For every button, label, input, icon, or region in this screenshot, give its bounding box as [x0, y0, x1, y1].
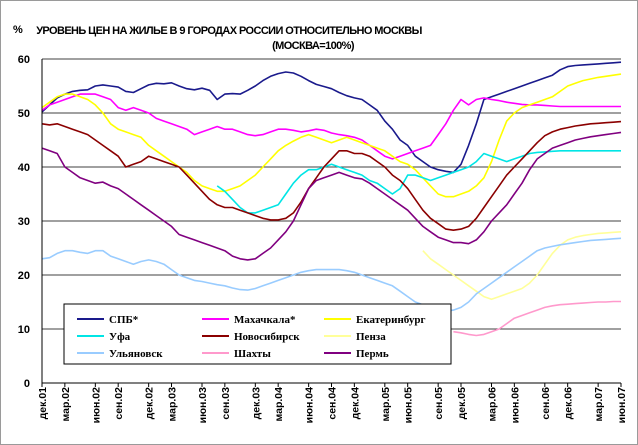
x-tick-label: дек.03 [250, 387, 262, 420]
x-tick-label: сен.06 [540, 387, 552, 420]
legend-label-2: Екатеринбург [356, 314, 426, 326]
x-tick-label: мар.07 [593, 387, 605, 422]
y-tick-label: 50 [18, 108, 30, 120]
x-tick-label: мар.04 [273, 387, 285, 422]
x-tick-label: дек.06 [563, 387, 575, 420]
legend-label-6: Ульяновск [109, 348, 163, 360]
legend-label-5: Пенза [356, 331, 386, 343]
x-tick-label: дек.02 [144, 387, 156, 420]
x-tick-label: июн.07 [616, 387, 628, 424]
x-tick-label: июн.03 [197, 387, 209, 424]
legend-label-8: Пермь [356, 348, 389, 360]
series-line-0 [41, 61, 622, 174]
x-tick-label: июн.02 [90, 387, 102, 424]
x-tick-label: сен.03 [220, 387, 232, 420]
y-tick-label: 20 [18, 270, 30, 282]
x-tick-label: мар.06 [486, 387, 498, 422]
x-tick-label: сен.05 [433, 387, 445, 420]
x-tick-label: июн.04 [304, 387, 316, 424]
x-tick-label: дек.05 [456, 387, 468, 420]
legend-label-1: Махачкала* [234, 314, 296, 326]
series-line-8 [41, 131, 622, 261]
x-tick-label: июн.06 [509, 387, 521, 424]
series-line-2 [41, 73, 622, 198]
y-tick-label: 0 [24, 378, 30, 390]
legend-label-4: Новосибирск [234, 331, 300, 343]
y-tick-label: 40 [18, 162, 30, 174]
series-line-5 [422, 231, 622, 301]
series-line-6 [41, 237, 622, 312]
series-line-4 [41, 120, 622, 231]
x-tick-label: мар.05 [380, 387, 392, 422]
legend-label-7: Шахты [234, 348, 271, 360]
legend-label-3: Уфа [109, 331, 131, 343]
chart-title: УРОВЕНЬ ЦЕН НА ЖИЛЬЕ В 9 ГОРОДАХ РОССИИ … [36, 25, 422, 37]
x-tick-label: мар.03 [167, 387, 179, 422]
chart-subtitle: (МОСКВА=100%) [272, 40, 355, 52]
legend-box [63, 303, 452, 365]
y-tick-label: 30 [18, 216, 30, 228]
x-tick-label: сен.02 [113, 387, 125, 420]
series-line-3 [216, 150, 621, 214]
y-axis-label: % [13, 24, 23, 36]
series-line-1 [41, 93, 621, 160]
legend-label-0: СПБ* [109, 314, 139, 326]
x-tick-label: сен.04 [327, 387, 339, 420]
x-tick-label: мар.02 [60, 387, 72, 422]
x-tick-label: дек.04 [349, 387, 361, 420]
x-tick-label: июн.05 [403, 387, 415, 424]
y-tick-label: 60 [18, 54, 30, 66]
x-tick-label: дек.01 [37, 387, 49, 420]
series-line-7 [453, 300, 621, 337]
y-tick-label: 10 [18, 324, 30, 336]
